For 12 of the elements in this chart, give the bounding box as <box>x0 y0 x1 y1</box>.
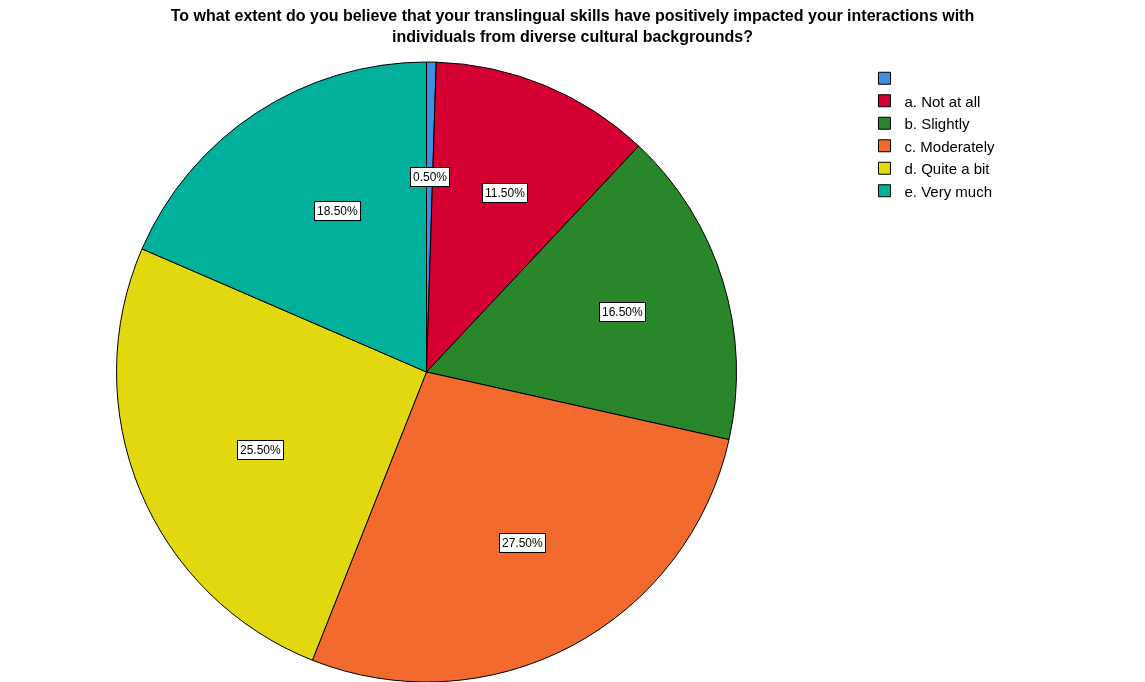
data-label: 16.50% <box>602 305 644 319</box>
data-label: 18.50% <box>317 204 359 218</box>
legend-label: e. Very much <box>904 182 993 200</box>
legend-label: a. Not at all <box>904 92 981 110</box>
legend-label: b. Slightly <box>904 115 971 133</box>
data-label: 0.50% <box>413 170 448 184</box>
chart-title: To what extent do you believe that your translingual skills have positively impacted your interactions with individuals from diverse cultural backgrounds? <box>170 6 975 45</box>
data-label: 27.50% <box>502 536 544 550</box>
data-label: 11.50% <box>485 186 526 200</box>
data-label: 25.50% <box>240 443 282 457</box>
legend-label: c. Moderately <box>904 137 996 155</box>
legend-label: d. Quite a bit <box>904 160 991 178</box>
